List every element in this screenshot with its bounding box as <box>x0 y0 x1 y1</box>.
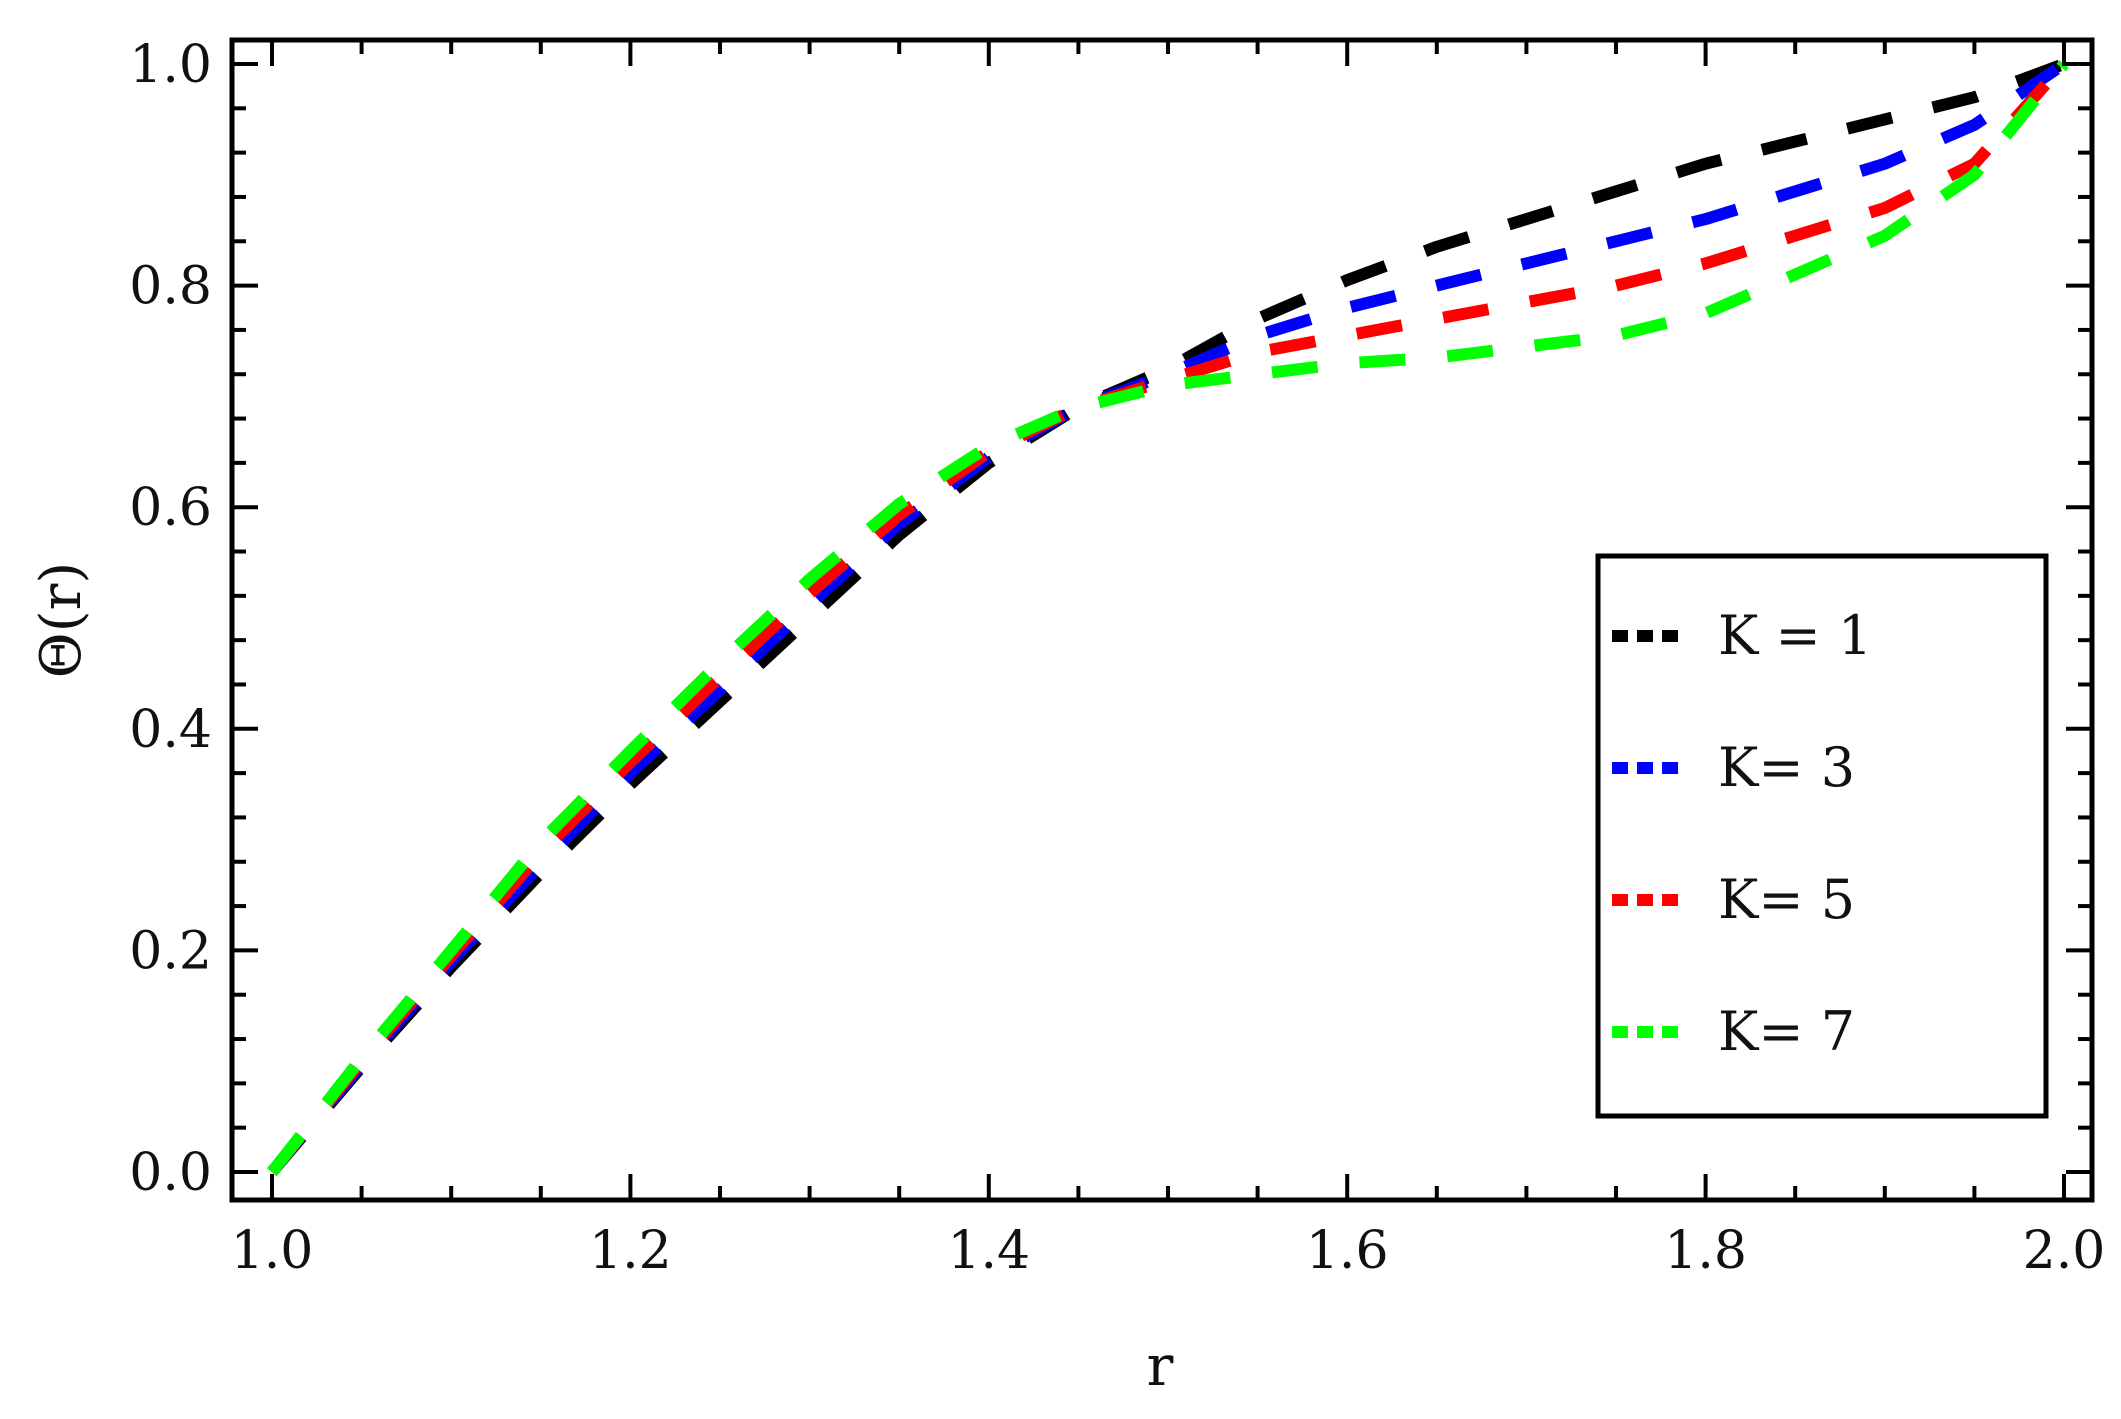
x-tick-label: 1.6 <box>1306 1221 1389 1281</box>
x-tick-label: 1.8 <box>1664 1221 1747 1281</box>
legend-label: K = 1 <box>1718 604 1872 667</box>
x-tick-label: 2.0 <box>2023 1221 2106 1281</box>
series-line-k5 <box>267 59 2069 1176</box>
legend-label: K= 5 <box>1718 868 1855 931</box>
y-tick-label: 0.0 <box>129 1143 212 1203</box>
y-tick-label: 1.0 <box>129 35 212 95</box>
y-tick-label: 0.8 <box>129 257 212 317</box>
tick-labels-layer: 1.0 1.2 1.4 1.6 1.8 2.0 0.0 0.2 0.4 0.6 0.8 1.0 <box>129 35 2105 1281</box>
y-tick-label: 0.4 <box>129 700 212 760</box>
series-line-k3 <box>267 59 2068 1176</box>
series-line-k1 <box>267 58 2067 1176</box>
x-axis-label: r <box>1147 1334 1174 1399</box>
plot-frame <box>229 37 2095 1203</box>
y-axis-label: Θ(r) <box>29 562 94 678</box>
ticks-layer <box>232 40 2092 1200</box>
legend-box <box>1595 553 2049 1119</box>
x-tick-label: 1.2 <box>589 1221 672 1281</box>
legend: K = 1 K= 3 K= 5 K= 7 <box>1595 553 2049 1119</box>
x-tick-label: 1.4 <box>947 1221 1030 1281</box>
y-tick-label: 0.6 <box>129 478 212 538</box>
legend-label: K= 3 <box>1718 736 1855 799</box>
legend-label: K= 7 <box>1718 1000 1855 1063</box>
series-line-k7 <box>267 60 2069 1176</box>
series-layer <box>267 58 2069 1176</box>
y-tick-label: 0.2 <box>129 921 212 981</box>
x-tick-label: 1.0 <box>231 1221 314 1281</box>
legend-entries: K = 1 K= 3 K= 5 K= 7 <box>1612 604 1872 1063</box>
